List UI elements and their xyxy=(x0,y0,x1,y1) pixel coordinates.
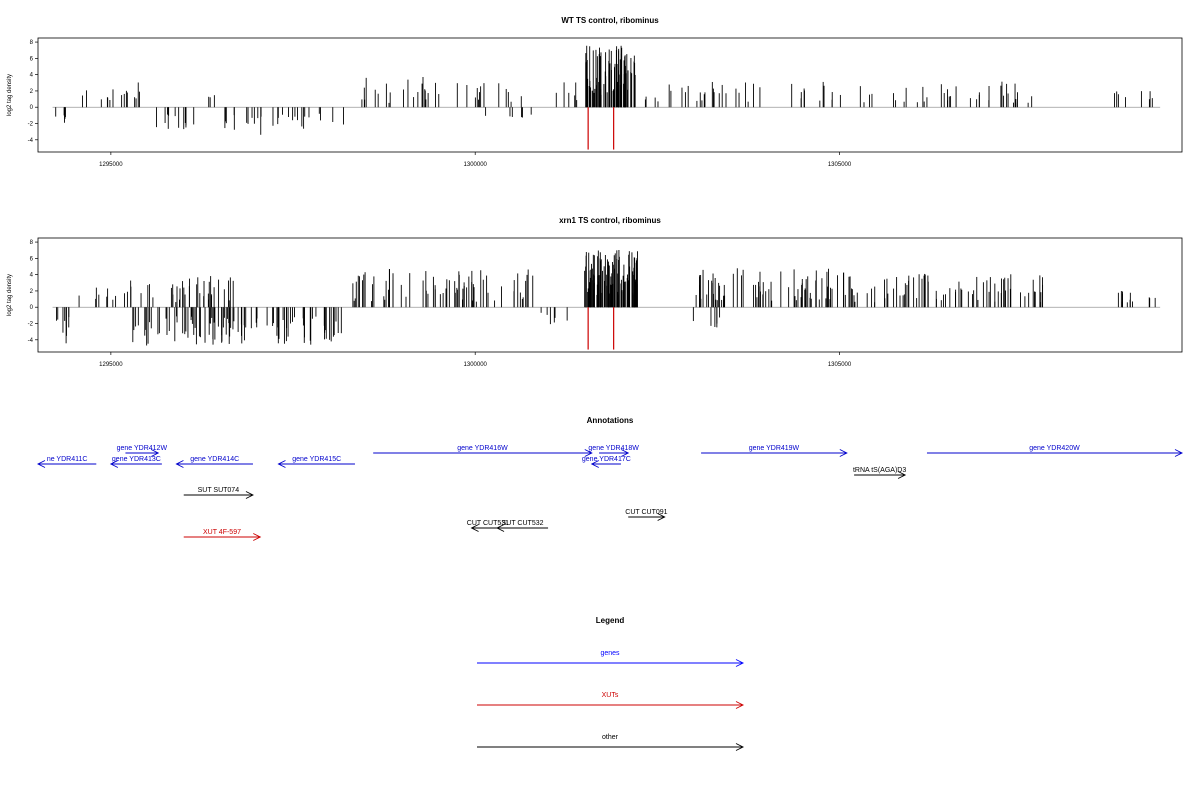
legend-panel: Legend genes XUTs other xyxy=(477,616,745,751)
feature-arrowhead xyxy=(496,524,505,532)
wt-x-tick-label: 1305000 xyxy=(828,162,852,168)
annotation-feature: gene YDR412W xyxy=(117,445,168,457)
wt-y-tick-label: 0 xyxy=(30,105,34,111)
feature-label: gene YDR412W xyxy=(117,445,168,452)
annotation-feature: gene YDR419W xyxy=(701,445,848,457)
feature-arrowhead xyxy=(657,513,666,521)
legend-arrowhead xyxy=(735,701,745,709)
xrn1-y-tick-label: -2 xyxy=(28,322,34,328)
xrn1-x-tick-label: 1295000 xyxy=(99,362,123,368)
feature-label: gene YDR413C xyxy=(112,456,161,463)
xrn1-y-tick-label: 0 xyxy=(30,305,34,311)
feature-arrowhead xyxy=(36,460,46,468)
annotation-feature: gene YDR417C xyxy=(582,456,631,468)
feature-arrowhead xyxy=(470,524,479,532)
legend-item: XUTs xyxy=(477,692,745,709)
legend-title: Legend xyxy=(596,616,625,625)
xrn1-y-tick-label: 2 xyxy=(30,289,34,295)
feature-label: gene YDR418W xyxy=(588,445,639,452)
feature-label: gene YDR416W xyxy=(457,445,508,452)
feature-label: tRNA tS(AGA)D3 xyxy=(853,467,906,474)
legend-label: genes xyxy=(600,650,620,657)
feature-label: gene YDR414C xyxy=(190,456,239,463)
annotation-feature: gene YDR416W xyxy=(373,445,593,457)
wt-y-tick-label: 4 xyxy=(30,73,34,79)
annotations-title: Annotations xyxy=(587,416,634,425)
annotations-panel: Annotations ne YDR411C gene YDR412W gene Y… xyxy=(36,416,1184,541)
xrn1-x-tick-label: 1300000 xyxy=(464,362,488,368)
xrn1-y-tick-label: 4 xyxy=(30,273,34,279)
wt-x-tick-label: 1295000 xyxy=(99,162,123,168)
wt-y-tick-label: 8 xyxy=(30,40,34,46)
wt-plot-frame xyxy=(37,37,1183,153)
annotation-feature: SUT SUT074 xyxy=(183,487,254,499)
annotation-feature: SUT CUT532 xyxy=(496,520,549,532)
annotation-feature: ne YDR411C xyxy=(36,456,97,468)
xrn1-y-tick-label: 6 xyxy=(30,256,34,262)
wt-y-tick-label: 2 xyxy=(30,89,34,95)
feature-label: CUT CUT531 xyxy=(467,520,509,527)
annotation-feature: XUT 4F-597 xyxy=(183,529,262,541)
feature-label: gene YDR417C xyxy=(582,456,631,463)
feature-arrowhead xyxy=(590,460,599,468)
feature-label: SUT CUT532 xyxy=(502,520,544,527)
feature-arrowhead xyxy=(1174,449,1184,457)
legend-item: genes xyxy=(477,650,745,667)
xrn1-plot-frame xyxy=(37,237,1183,353)
annotation-feature: gene YDR413C xyxy=(109,456,162,468)
legend-item: other xyxy=(477,734,745,751)
xrn1-y-tick-label: 8 xyxy=(30,240,34,246)
xrn1-density-panel: xrn1 TS control, ribominus log2 tag dens… xyxy=(7,216,1183,368)
wt-density-panel: WT TS control, ribominus log2 tag densit… xyxy=(7,16,1183,168)
annotation-feature: tRNA tS(AGA)D3 xyxy=(853,467,906,479)
legend-arrowhead xyxy=(735,659,745,667)
legend-label: XUTs xyxy=(602,692,619,699)
wt-panel-title: WT TS control, ribominus xyxy=(561,16,659,25)
wt-y-tick-label: -2 xyxy=(28,122,34,128)
feature-label: ne YDR411C xyxy=(47,456,88,463)
xrn1-y-tick-label: -4 xyxy=(28,338,34,344)
feature-arrowhead xyxy=(151,449,160,457)
feature-label: CUT CUT091 xyxy=(625,509,667,516)
legend-arrowhead xyxy=(735,743,745,751)
feature-label: XUT 4F-597 xyxy=(203,529,241,536)
feature-arrowhead xyxy=(277,460,286,468)
legend-label: other xyxy=(602,734,619,741)
feature-arrowhead xyxy=(897,471,907,479)
feature-label: gene YDR415C xyxy=(292,456,341,463)
feature-label: SUT SUT074 xyxy=(198,487,240,494)
feature-arrowhead xyxy=(253,533,262,541)
feature-arrowhead xyxy=(245,491,254,499)
wt-y-axis-label: log2 tag density xyxy=(7,74,13,116)
annotation-feature: gene YDR418W xyxy=(588,445,639,457)
annotation-feature: gene YDR420W xyxy=(926,445,1184,457)
annotation-feature: gene YDR415C xyxy=(277,456,355,468)
feature-arrowhead xyxy=(621,449,630,457)
annotation-feature: CUT CUT091 xyxy=(625,509,668,521)
feature-arrowhead xyxy=(839,449,848,457)
wt-y-tick-label: -4 xyxy=(28,138,34,144)
feature-label: gene YDR420W xyxy=(1029,445,1080,452)
wt-x-tick-label: 1300000 xyxy=(464,162,488,168)
feature-arrowhead xyxy=(175,460,184,468)
feature-arrowhead xyxy=(584,449,593,457)
feature-arrowhead xyxy=(109,460,119,468)
xrn1-x-tick-label: 1305000 xyxy=(828,362,852,368)
xrn1-y-axis-label: log2 tag density xyxy=(7,274,13,316)
xrn1-panel-title: xrn1 TS control, ribominus xyxy=(559,216,661,225)
feature-label: gene YDR419W xyxy=(749,445,800,452)
wt-y-tick-label: 6 xyxy=(30,56,34,62)
annotation-feature: gene YDR414C xyxy=(175,456,253,468)
